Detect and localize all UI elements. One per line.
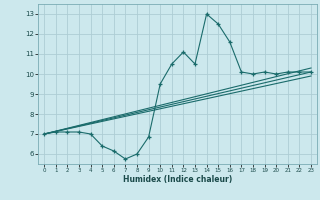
X-axis label: Humidex (Indice chaleur): Humidex (Indice chaleur) (123, 175, 232, 184)
